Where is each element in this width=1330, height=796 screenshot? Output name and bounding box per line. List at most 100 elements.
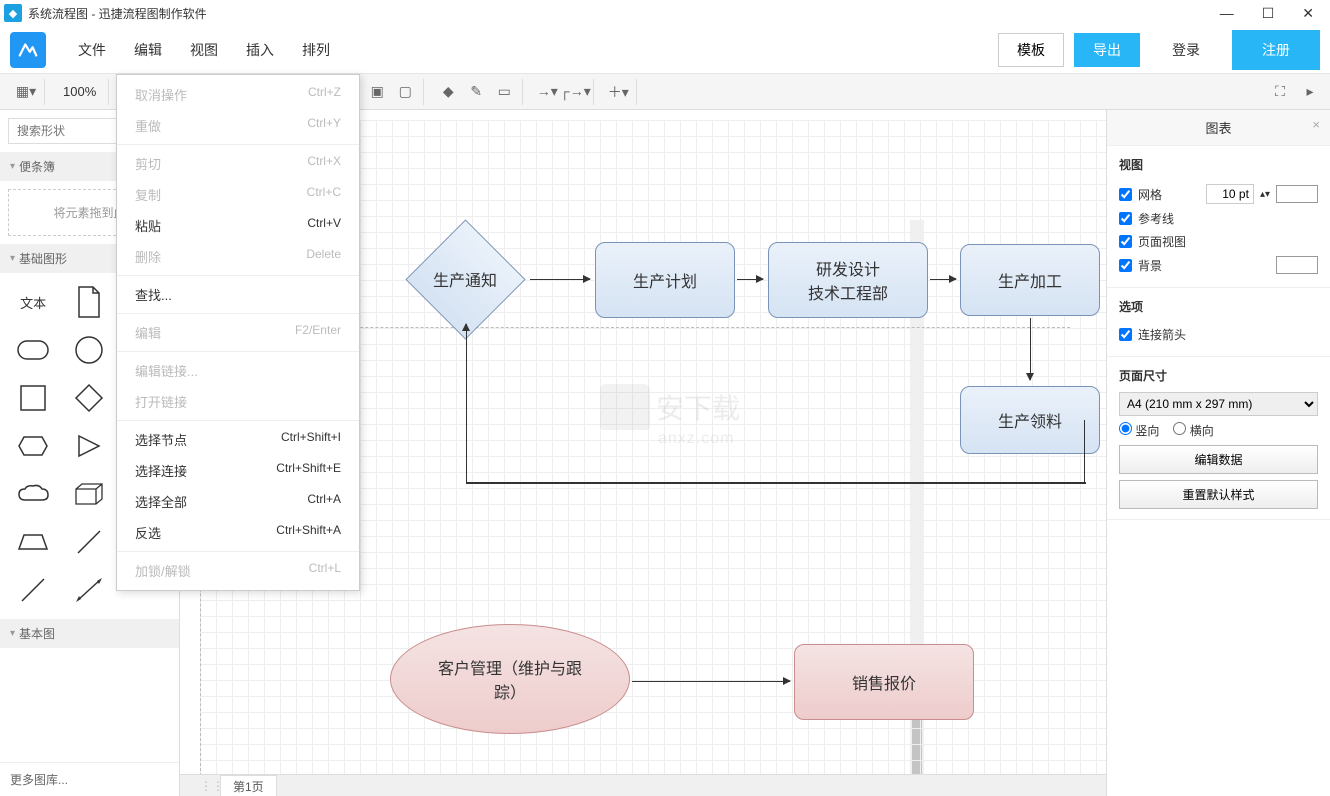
fill-color-icon[interactable]: ◆ [436, 80, 460, 104]
more-shapes-button[interactable]: 更多图库... [0, 762, 179, 796]
shape-text[interactable]: 文本 [8, 281, 58, 323]
node-production-plan[interactable]: 生产计划 [595, 242, 735, 318]
shape-arrow2way[interactable] [64, 569, 114, 611]
fullscreen-icon[interactable]: ⛶ [1268, 80, 1292, 104]
menubar: 文件 编辑 视图 插入 排列 模板 导出 登录 注册 [0, 26, 1330, 74]
shape-cloud[interactable] [8, 473, 58, 515]
titlebar: ◆ 系统流程图 - 迅捷流程图制作软件 — ☐ ✕ [0, 0, 1330, 26]
menu-item: 复制Ctrl+C [117, 179, 359, 210]
view-mode-icon[interactable]: ▦▾ [14, 80, 38, 104]
node-production-notice[interactable]: 生产通知 [405, 239, 525, 319]
template-button[interactable]: 模板 [998, 33, 1064, 67]
format-panel: 图表 × 视图 网格 ▴▾ 参考线 页面视图 背景 选项 连接箭头 页面尺寸 A… [1106, 110, 1330, 796]
view-section-label: 视图 [1119, 156, 1318, 173]
collapse-panel-icon[interactable]: ▸ [1298, 80, 1322, 104]
menu-item[interactable]: 选择全部Ctrl+A [117, 486, 359, 517]
node-sales-quote[interactable]: 销售报价 [794, 644, 974, 720]
node-rd-dept[interactable]: 研发设计 技术工程部 [768, 242, 928, 318]
pageview-label: 页面视图 [1138, 233, 1186, 250]
waypoint-icon[interactable]: ┌→▾ [563, 80, 587, 104]
shape-hexagon[interactable] [8, 425, 58, 467]
portrait-radio[interactable] [1119, 422, 1132, 435]
options-section-label: 选项 [1119, 298, 1318, 315]
grid-color-swatch[interactable] [1276, 185, 1318, 203]
app-icon: ◆ [4, 4, 22, 22]
menu-item[interactable]: 查找... [117, 279, 359, 310]
menu-item: 打开链接 [117, 386, 359, 417]
shape-line[interactable] [64, 521, 114, 563]
reset-style-button[interactable]: 重置默认样式 [1119, 480, 1318, 509]
edit-data-button[interactable]: 编辑数据 [1119, 445, 1318, 474]
close-button[interactable]: ✕ [1302, 5, 1314, 22]
menu-item: 取消操作Ctrl+Z [117, 79, 359, 110]
maximize-button[interactable]: ☐ [1262, 5, 1275, 22]
menu-item: 编辑链接... [117, 355, 359, 386]
login-button[interactable]: 登录 [1150, 34, 1222, 66]
shape-square[interactable] [8, 377, 58, 419]
menu-item[interactable]: 选择连接Ctrl+Shift+E [117, 455, 359, 486]
page-tab-1[interactable]: 第1页 [220, 775, 277, 796]
shape-trapezoid[interactable] [8, 521, 58, 563]
shape-cube[interactable] [64, 473, 114, 515]
panel-close-icon[interactable]: × [1312, 117, 1320, 132]
to-back-icon[interactable]: ▢ [393, 80, 417, 104]
grid-label: 网格 [1138, 186, 1162, 203]
shape-circle[interactable] [64, 329, 114, 371]
edge[interactable] [930, 279, 956, 280]
menu-arrange[interactable]: 排列 [288, 34, 344, 66]
register-button[interactable]: 注册 [1232, 30, 1320, 70]
bg-color-swatch[interactable] [1276, 256, 1318, 274]
connector-style-icon[interactable]: →▾ [535, 80, 559, 104]
page-tabs: ⋮⋮ 第1页 [180, 774, 1106, 796]
edge[interactable] [530, 279, 590, 280]
edge[interactable] [466, 482, 1086, 484]
edge[interactable] [1030, 318, 1031, 380]
minimize-button[interactable]: — [1220, 5, 1234, 22]
portrait-label: 竖向 [1135, 424, 1159, 438]
basic-section2-header[interactable]: 基本图 [0, 619, 179, 648]
menu-item: 编辑F2/Enter [117, 317, 359, 348]
grid-size-input[interactable] [1206, 184, 1254, 204]
node-material[interactable]: 生产领料 [960, 386, 1100, 454]
menu-item[interactable]: 选择节点Ctrl+Shift+I [117, 424, 359, 455]
edge[interactable] [466, 324, 467, 484]
edge[interactable] [632, 681, 790, 682]
window-title: 系统流程图 - 迅捷流程图制作软件 [28, 5, 207, 22]
menu-item[interactable]: 粘贴Ctrl+V [117, 210, 359, 241]
guides-checkbox[interactable] [1119, 212, 1132, 225]
menu-view[interactable]: 视图 [176, 34, 232, 66]
pageview-checkbox[interactable] [1119, 235, 1132, 248]
menu-edit[interactable]: 编辑 [120, 34, 176, 66]
shape-roundrect[interactable] [8, 329, 58, 371]
add-icon[interactable]: ＋▾ [606, 80, 630, 104]
grip-icon[interactable]: ⋮⋮ [200, 779, 212, 793]
edge[interactable] [1084, 420, 1085, 483]
menu-item[interactable]: 反选Ctrl+Shift+A [117, 517, 359, 548]
edit-menu-dropdown: 取消操作Ctrl+Z重做Ctrl+Y剪切Ctrl+X复制Ctrl+C粘贴Ctrl… [116, 74, 360, 591]
shape-page[interactable] [64, 281, 114, 323]
pagesize-select[interactable]: A4 (210 mm x 297 mm) [1119, 392, 1318, 416]
bg-checkbox[interactable] [1119, 259, 1132, 272]
shape-diamond[interactable] [64, 377, 114, 419]
shape-line2[interactable] [8, 569, 58, 611]
menu-insert[interactable]: 插入 [232, 34, 288, 66]
landscape-radio[interactable] [1173, 422, 1186, 435]
grid-checkbox[interactable] [1119, 188, 1132, 201]
watermark: 安下载 anxz.com [600, 384, 740, 430]
shadow-icon[interactable]: ▭ [492, 80, 516, 104]
landscape-label: 横向 [1190, 424, 1214, 438]
menu-file[interactable]: 文件 [64, 34, 120, 66]
zoom-value[interactable]: 100% [57, 84, 102, 99]
conn-arrow-checkbox[interactable] [1119, 328, 1132, 341]
shape-triangle[interactable] [64, 425, 114, 467]
menu-item: 加锁/解锁Ctrl+L [117, 555, 359, 586]
edge[interactable] [737, 279, 763, 280]
conn-arrow-label: 连接箭头 [1138, 326, 1186, 343]
export-button[interactable]: 导出 [1074, 33, 1140, 67]
line-color-icon[interactable]: ✎ [464, 80, 488, 104]
app-logo[interactable] [10, 32, 46, 68]
node-processing[interactable]: 生产加工 [960, 244, 1100, 316]
to-front-icon[interactable]: ▣ [365, 80, 389, 104]
menu-item: 重做Ctrl+Y [117, 110, 359, 141]
node-customer-mgmt[interactable]: 客户管理（维护与跟 踪） [390, 624, 630, 734]
